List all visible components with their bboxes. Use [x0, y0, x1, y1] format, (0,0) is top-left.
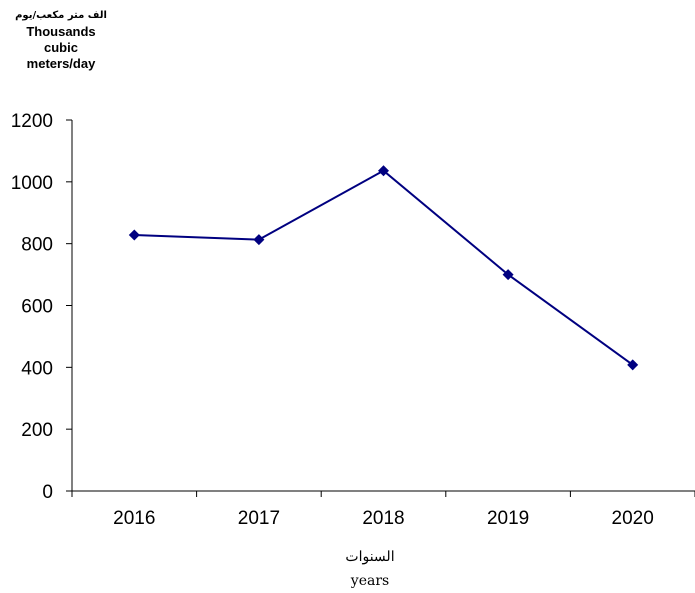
- x-tick-label: 2016: [113, 508, 155, 529]
- y-tick-label: 600: [21, 297, 53, 318]
- y-tick-label: 200: [21, 420, 53, 441]
- x-tick-label: 2020: [612, 508, 654, 529]
- y-tick-label: 1000: [11, 173, 53, 194]
- data-point-marker: [627, 359, 639, 371]
- x-axis-title-english: years: [350, 573, 390, 589]
- x-axis-title-arabic: السنوات: [345, 549, 395, 565]
- x-tick-label: 2017: [238, 508, 280, 529]
- y-tick-label: 800: [21, 235, 53, 256]
- y-axis: 0 200 400 600 800 1000 1200: [11, 111, 73, 503]
- series-group: [128, 165, 639, 371]
- data-point-marker: [378, 165, 389, 177]
- data-point-marker: [128, 229, 140, 241]
- y-tick-label: 0: [42, 482, 53, 503]
- y-tick-label: 400: [21, 358, 53, 379]
- x-tick-label: 2019: [487, 508, 529, 529]
- data-point-marker: [253, 234, 265, 246]
- y-axis-title-arabic: الف متر مكعب/يوم: [15, 10, 107, 21]
- series-line: [134, 169, 634, 366]
- y-axis-title: الف متر مكعب/يوم Thousands cubic meters/…: [0, 8, 122, 72]
- x-axis: 2016 2017 2018 2019 2020: [71, 490, 695, 529]
- x-tick-label: 2018: [362, 508, 404, 529]
- data-point-marker: [502, 269, 514, 281]
- y-axis-title-english: Thousands cubic meters/day: [26, 24, 96, 71]
- y-tick-label: 1200: [11, 111, 53, 132]
- x-axis-title: السنوات years: [310, 545, 430, 593]
